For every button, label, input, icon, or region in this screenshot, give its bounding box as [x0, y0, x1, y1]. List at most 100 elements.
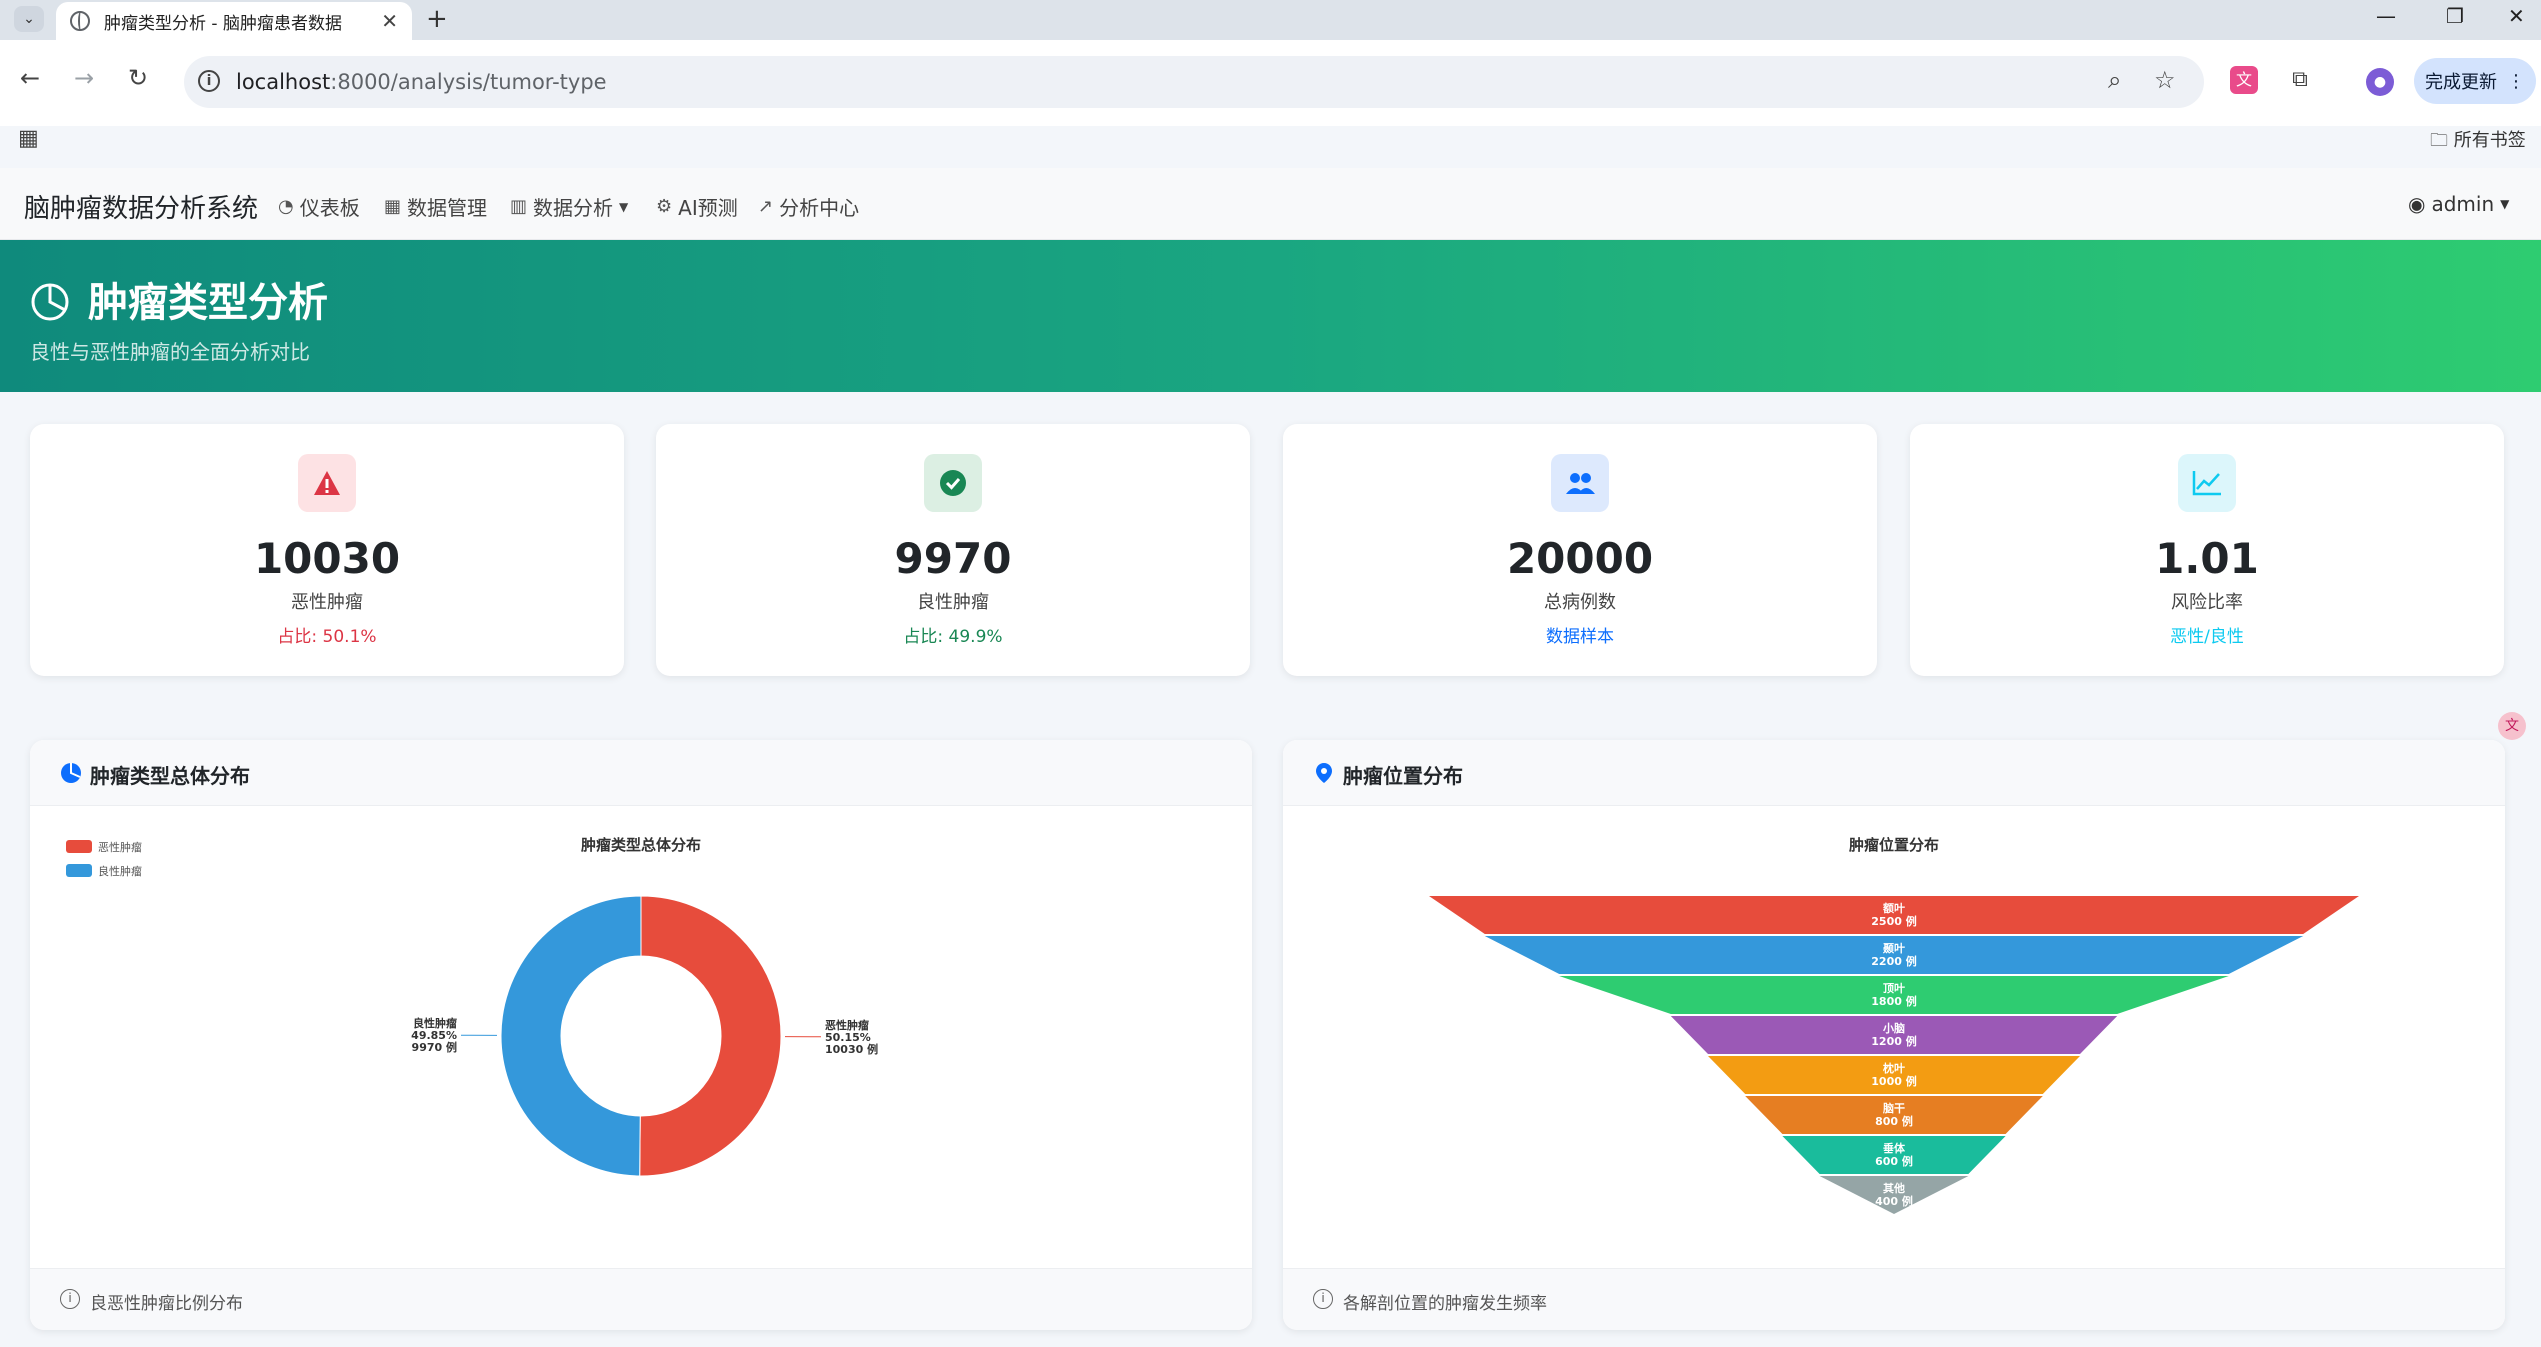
zoom-icon[interactable]: ⌕	[2108, 66, 2122, 94]
funnel-segment	[1484, 936, 2304, 974]
pie-label-name: 恶性肿瘤	[825, 1018, 869, 1032]
close-window-icon[interactable]: ✕	[2508, 4, 2525, 28]
card-footer-text: 各解剖位置的肿瘤发生频率	[1343, 1294, 1547, 1314]
nav-data-management[interactable]: ▦ 数据管理	[384, 196, 488, 220]
caret-down-icon: ▼	[2500, 197, 2510, 211]
funnel-label-count: 800 例	[1875, 1114, 1913, 1128]
card-header: 肿瘤位置分布	[1283, 740, 2505, 806]
card-title: 肿瘤位置分布	[1343, 764, 1463, 788]
address-url[interactable]: localhost:8000/analysis/tumor-type	[236, 70, 607, 94]
trend-chart-icon	[2178, 454, 2236, 512]
chart-title: 肿瘤类型总体分布	[581, 836, 701, 854]
all-bookmarks[interactable]: 🗀 所有书签	[2430, 130, 2526, 151]
pie-label-percent: 50.15%	[825, 1031, 871, 1044]
funnel-segment	[1429, 896, 2359, 934]
stat-card-benign: 9970 良性肿瘤 占比: 49.9%	[656, 424, 1250, 676]
address-bar[interactable]: i localhost:8000/analysis/tumor-type ⌕ ☆	[184, 56, 2204, 108]
nav-ai-prediction[interactable]: ⚙ AI预测	[656, 196, 738, 220]
speedometer-icon: ◔	[278, 196, 294, 217]
tumor-location-card: 肿瘤位置分布 肿瘤位置分布 额叶 2500 例颞叶 2200 例顶叶 1800 例小脑 1…	[1283, 740, 2505, 1330]
funnel-label-count: 400 例	[1875, 1194, 1913, 1208]
funnel-label-name: 枕叶	[1883, 1061, 1905, 1075]
stat-note: 占比: 49.9%	[903, 627, 1003, 647]
pie-chart-fill-icon	[61, 763, 81, 783]
tab-title: 肿瘤类型分析 - 脑肿瘤患者数据	[104, 13, 342, 34]
apps-grid-icon[interactable]: ▦	[18, 126, 39, 151]
nav-data-analysis[interactable]: ▥ 数据分析 ▼	[510, 196, 629, 220]
caret-down-icon: ▼	[619, 199, 629, 214]
people-icon	[1551, 454, 1609, 512]
info-circle-icon: i	[1313, 1289, 1333, 1309]
browser-tab[interactable]: 肿瘤类型分析 - 脑肿瘤患者数据 ✕	[56, 2, 412, 40]
funnel-segment	[1559, 976, 2229, 1014]
stat-value: 1.01	[2155, 534, 2259, 583]
site-info-icon[interactable]: i	[198, 70, 220, 92]
tab-search-button[interactable]: ⌄	[14, 6, 44, 32]
funnel-segment	[1782, 1136, 2006, 1174]
pie-label-name: 良性肿瘤	[413, 1016, 457, 1030]
funnel-label-count: 600 例	[1875, 1154, 1913, 1168]
funnel-label-name: 小脑	[1882, 1021, 1905, 1035]
stat-card-total: 20000 总病例数 数据样本	[1283, 424, 1877, 676]
stat-label: 总病例数	[1544, 592, 1616, 613]
minimize-icon[interactable]: —	[2376, 4, 2396, 28]
funnel-label-name: 额叶	[1883, 901, 1905, 915]
funnel-label-count: 1800 例	[1871, 994, 1916, 1008]
restore-icon[interactable]: ❐	[2446, 4, 2464, 28]
profile-avatar[interactable]: ●	[2366, 68, 2394, 96]
pie-slice	[500, 895, 642, 1177]
legend-label: 良性肿瘤	[98, 864, 142, 878]
person-circle-icon: ◉	[2408, 192, 2426, 216]
graph-up-icon: ↗	[758, 196, 774, 217]
new-tab-button[interactable]: +	[426, 4, 448, 34]
brand-title[interactable]: 脑肿瘤数据分析系统	[24, 194, 259, 224]
stat-label: 风险比率	[2171, 592, 2243, 613]
funnel-label-count: 1200 例	[1871, 1034, 1916, 1048]
funnel-label-name: 脑干	[1883, 1101, 1905, 1115]
geo-pin-icon	[1316, 763, 1332, 783]
pie-chart-icon	[31, 283, 69, 321]
stat-note: 恶性/良性	[2170, 627, 2244, 647]
stat-note: 数据样本	[1546, 627, 1614, 647]
pie-label-percent: 49.85%	[411, 1029, 457, 1042]
nav-analysis-center[interactable]: ↗ 分析中心	[758, 196, 860, 220]
close-tab-icon[interactable]: ✕	[381, 9, 398, 33]
forward-icon[interactable]: →	[74, 64, 95, 92]
card-title: 肿瘤类型总体分布	[90, 764, 250, 788]
funnel-segment	[1819, 1176, 1969, 1214]
funnel-label-name: 颞叶	[1882, 941, 1905, 955]
funnel-label-name: 垂体	[1883, 1141, 1906, 1155]
pie-label-count: 10030 例	[825, 1042, 878, 1056]
table-icon: ▦	[384, 196, 402, 217]
app-navbar: 脑肿瘤数据分析系统 ◔ 仪表板 ▦ 数据管理 ▥ 数据分析 ▼ ⚙ AI预测 ↗ 分析中心 …	[0, 168, 2541, 240]
chart-title: 肿瘤位置分布	[1849, 836, 1939, 854]
card-footer: i 各解剖位置的肿瘤发生频率	[1283, 1268, 2505, 1330]
stat-value: 20000	[1506, 534, 1654, 583]
funnel-label-count: 2200 例	[1871, 954, 1916, 968]
funnel-segment	[1745, 1096, 2043, 1134]
update-button[interactable]: 完成更新 ⋮	[2414, 58, 2536, 104]
translate-extension-icon[interactable]: 文	[2230, 66, 2258, 94]
stat-note: 占比: 50.1%	[277, 627, 377, 647]
nav-dashboard[interactable]: ◔ 仪表板	[278, 196, 360, 220]
page-subtitle: 良性与恶性肿瘤的全面分析对比	[30, 340, 310, 364]
translate-float-icon[interactable]: 文	[2498, 712, 2526, 740]
reload-icon[interactable]: ↻	[128, 64, 149, 92]
page-title: 肿瘤类型分析	[88, 280, 328, 326]
stat-card-malignant: 10030 恶性肿瘤 占比: 50.1%	[30, 424, 624, 676]
stat-label: 良性肿瘤	[917, 592, 989, 613]
warning-icon	[298, 454, 356, 512]
card-header: 肿瘤类型总体分布	[30, 740, 1252, 806]
legend-swatch	[66, 864, 92, 877]
bookmark-star-icon[interactable]: ☆	[2154, 66, 2176, 94]
globe-icon	[70, 11, 90, 31]
browser-tab-strip: ⌄ 肿瘤类型分析 - 脑肿瘤患者数据 ✕ + — ❐ ✕	[0, 0, 2541, 40]
user-menu[interactable]: ◉ admin ▼	[2408, 192, 2510, 216]
back-icon[interactable]: ←	[20, 64, 41, 92]
extensions-icon[interactable]: ⧉	[2292, 67, 2308, 92]
funnel-label-name: 其他	[1883, 1181, 1905, 1195]
tumor-type-card: 肿瘤类型总体分布 肿瘤类型总体分布 恶性肿瘤 良性肿瘤 恶性肿瘤 50.15% 10030…	[30, 740, 1252, 1330]
funnel-label-name: 顶叶	[1883, 981, 1905, 995]
info-circle-icon: i	[60, 1289, 80, 1309]
